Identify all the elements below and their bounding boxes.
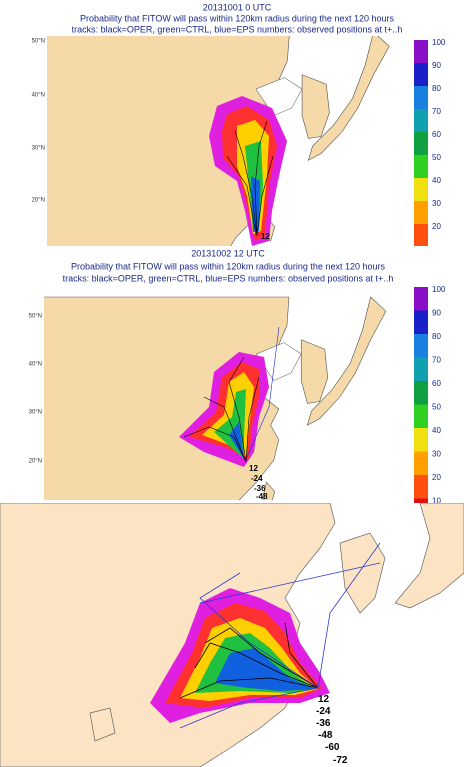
colorbar-segment (414, 498, 428, 503)
colorbar-label: 30 (432, 450, 441, 459)
colorbar-segment (414, 224, 428, 246)
title: Probability that FITOW will pass within … (71, 261, 385, 271)
lat-label: 40°N (32, 93, 45, 99)
position-label: -72 (333, 755, 348, 766)
colorbar-label: 60 (432, 379, 441, 388)
colorbar-label: 100 (432, 285, 446, 294)
colorbar-segment (414, 334, 428, 358)
title: Probability that FITOW will pass within … (80, 13, 394, 23)
colorbar-label: 40 (432, 176, 441, 185)
colorbar: 100 90 80 70 60 50 40 30 20 10 (414, 285, 446, 506)
colorbar-label: 100 (432, 38, 446, 47)
position-label: -36 (254, 484, 266, 493)
colorbar-segment (414, 381, 428, 405)
position-label: -48 (318, 730, 333, 741)
panel-1: 20131001 0 UTC Probability that FITOW wi… (32, 2, 446, 246)
lat-label: 30°N (29, 410, 42, 416)
lat-labels: 50°N 40°N 30°N 20°N (32, 39, 45, 204)
lat-label: 50°N (29, 314, 42, 320)
colorbar-segment (414, 404, 428, 428)
colorbar-segment (414, 40, 428, 63)
map (0, 503, 464, 767)
lat-label: 20°N (32, 198, 45, 204)
colorbar-segment (414, 201, 428, 224)
track (183, 356, 260, 463)
colorbar-label: 50 (432, 403, 441, 412)
probability-area (215, 648, 316, 691)
colorbar-label: 70 (432, 356, 441, 365)
colorbar-segment (414, 178, 428, 201)
panel-2: 20131002 12 UTC Probability that FITOW w… (12, 248, 452, 506)
map: 12 (47, 36, 410, 246)
date: 20131001 0 UTC (203, 2, 272, 12)
colorbar-segment (414, 132, 428, 155)
colorbar-label: 50 (432, 153, 441, 162)
date: 20131002 12 UTC (191, 248, 265, 258)
colorbar-label: 10 (432, 497, 441, 506)
lat-label: 50°N (32, 39, 45, 45)
position-label: -24 (251, 474, 263, 483)
position-label: -24 (316, 706, 331, 717)
colorbar-label: 70 (432, 107, 441, 116)
position-label: 12 (261, 232, 270, 241)
colorbar-segment (414, 63, 428, 86)
lat-labels: 50°N 40°N 30°N 20°N (29, 314, 42, 465)
land (394, 503, 464, 609)
legend-text: tracks: black=OPER, green=CTRL, blue=EPS… (72, 24, 403, 34)
land (89, 707, 116, 742)
colorbar-segment (414, 155, 428, 178)
map (44, 287, 410, 500)
colorbar-segment (414, 86, 428, 109)
legend-text: tracks: black=OPER, green=CTRL, blue=EPS… (63, 273, 394, 283)
position-label: 12 (318, 694, 330, 705)
panel-3: 12 -24 -36 -48 -60 -72 (0, 503, 464, 767)
colorbar-label: 80 (432, 332, 441, 341)
track (246, 326, 280, 458)
colorbar-label: 20 (432, 222, 441, 231)
position-label: -48 (256, 492, 268, 501)
lat-label: 40°N (29, 362, 42, 368)
land (339, 532, 386, 614)
colorbar-segment (414, 109, 428, 132)
position-label: -36 (316, 718, 331, 729)
position-label: -60 (325, 742, 340, 753)
colorbar-segment (414, 357, 428, 381)
colorbar-label: 90 (432, 309, 441, 318)
track (179, 622, 319, 699)
colorbar-segment (414, 475, 428, 499)
colorbar-label: 60 (432, 130, 441, 139)
colorbar-segment (414, 451, 428, 475)
colorbar-label: 90 (432, 61, 441, 70)
colorbar-label: 20 (432, 473, 441, 482)
colorbar-segment (414, 310, 428, 334)
colorbar-label: 30 (432, 199, 441, 208)
colorbar-segment (414, 428, 428, 452)
colorbar-segment (414, 287, 428, 311)
track (226, 120, 274, 237)
lat-label: 30°N (32, 146, 45, 152)
lat-label: 20°N (29, 459, 42, 465)
colorbar: 100 90 80 70 60 50 40 30 20 (414, 38, 446, 246)
colorbar-label: 40 (432, 426, 441, 435)
track (179, 542, 381, 729)
position-label: 12 (249, 464, 258, 473)
colorbar-label: 80 (432, 84, 441, 93)
